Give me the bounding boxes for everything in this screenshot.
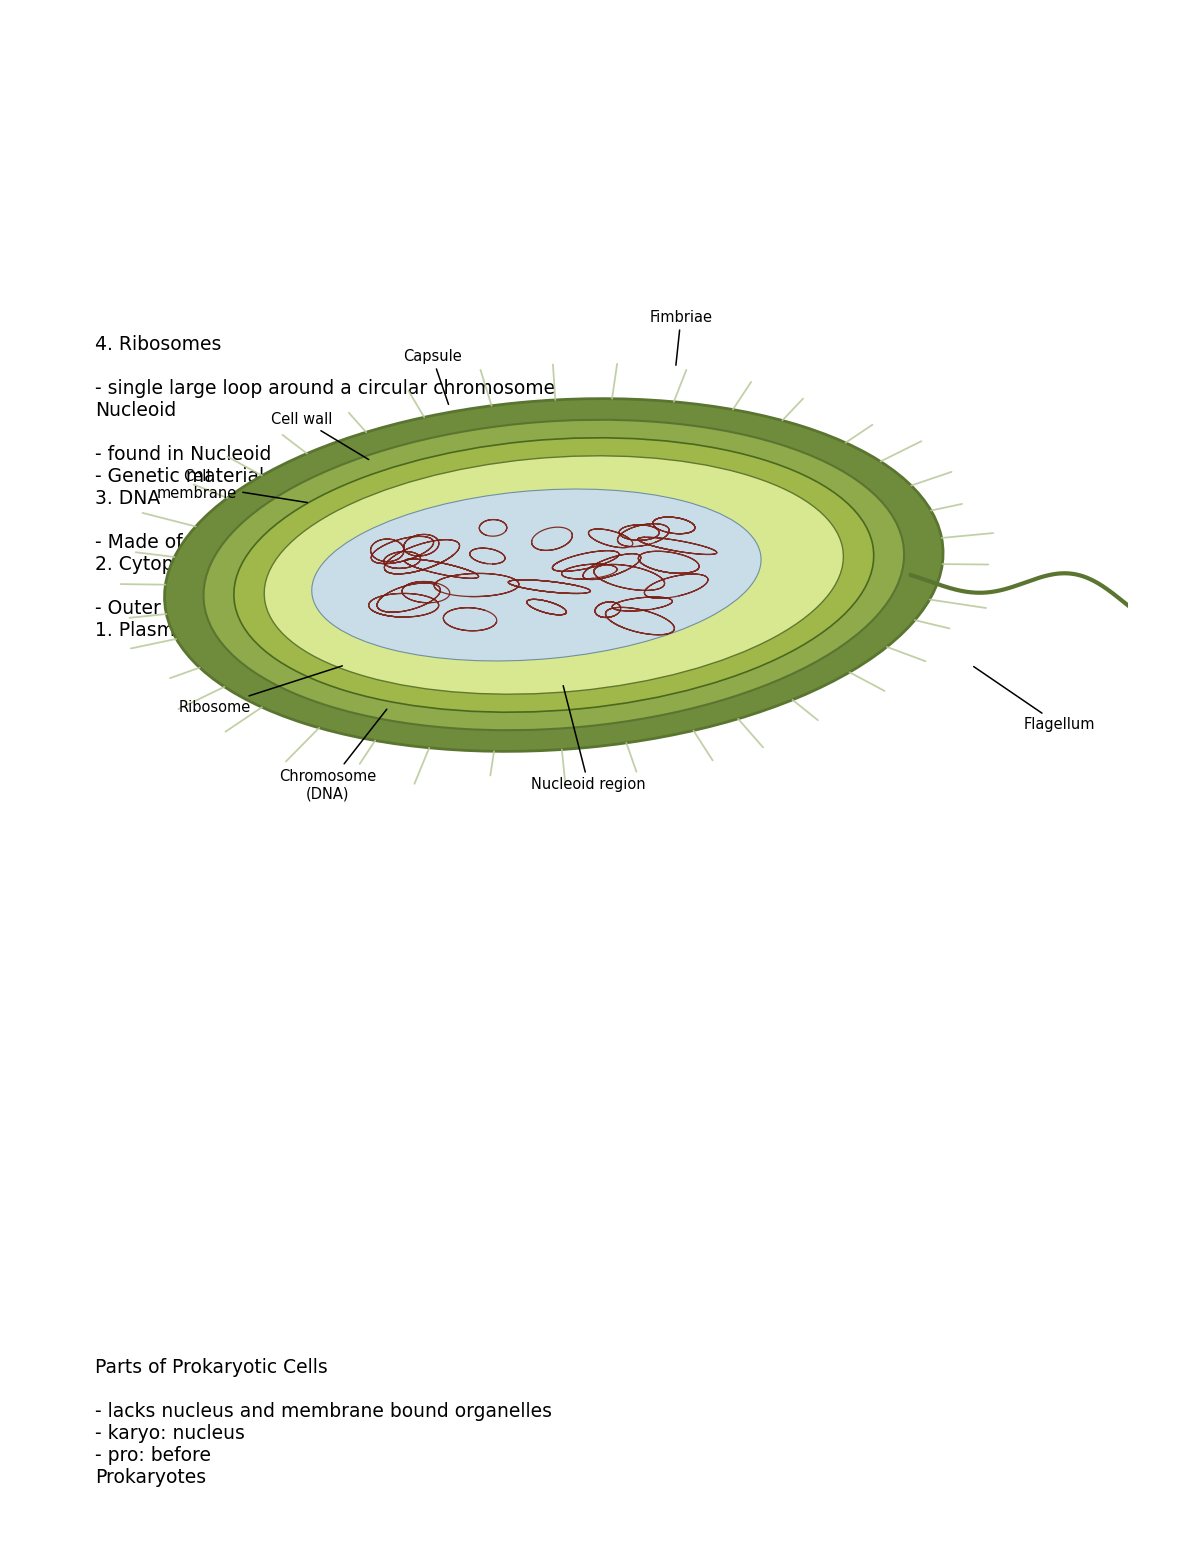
Text: - Genetic material of cell: - Genetic material of cell bbox=[95, 467, 326, 486]
Text: - lacks nucleus and membrane bound organelles: - lacks nucleus and membrane bound organ… bbox=[95, 1402, 552, 1421]
Text: 2. Cytoplasm: 2. Cytoplasm bbox=[95, 554, 218, 575]
Ellipse shape bbox=[164, 399, 943, 752]
Ellipse shape bbox=[312, 489, 761, 662]
Text: 1. Plasma Membrane: 1. Plasma Membrane bbox=[95, 621, 293, 640]
Ellipse shape bbox=[204, 419, 904, 730]
Text: Prokaryotes: Prokaryotes bbox=[95, 1468, 206, 1488]
Text: Ribosome: Ribosome bbox=[179, 666, 342, 714]
Text: - found in Nucleoid: - found in Nucleoid bbox=[95, 446, 271, 464]
Text: Capsule: Capsule bbox=[403, 348, 461, 404]
Text: Fimbriae: Fimbriae bbox=[649, 309, 713, 365]
Text: Cell wall: Cell wall bbox=[271, 412, 368, 460]
Text: Nucleoid: Nucleoid bbox=[95, 401, 176, 419]
Text: - karyo: nucleus: - karyo: nucleus bbox=[95, 1424, 245, 1443]
Text: Cell
membrane: Cell membrane bbox=[157, 469, 307, 503]
Text: - single large loop around a circular chromosome: - single large loop around a circular ch… bbox=[95, 379, 556, 398]
Text: Parts of Prokaryotic Cells: Parts of Prokaryotic Cells bbox=[95, 1357, 328, 1378]
Text: - Made of jelly-like cytosol: - Made of jelly-like cytosol bbox=[95, 533, 337, 551]
Text: Chromosome
(DNA): Chromosome (DNA) bbox=[278, 710, 386, 801]
Text: 4. Ribosomes: 4. Ribosomes bbox=[95, 335, 221, 354]
Text: Nucleoid region: Nucleoid region bbox=[532, 686, 646, 792]
Ellipse shape bbox=[234, 438, 874, 713]
Text: - pro: before: - pro: before bbox=[95, 1446, 211, 1464]
Text: 3. DNA: 3. DNA bbox=[95, 489, 161, 508]
Text: - Outer covering that separates cell interior from surrounding environment: - Outer covering that separates cell int… bbox=[95, 599, 797, 618]
Ellipse shape bbox=[264, 457, 844, 694]
Text: Flagellum: Flagellum bbox=[973, 666, 1096, 733]
